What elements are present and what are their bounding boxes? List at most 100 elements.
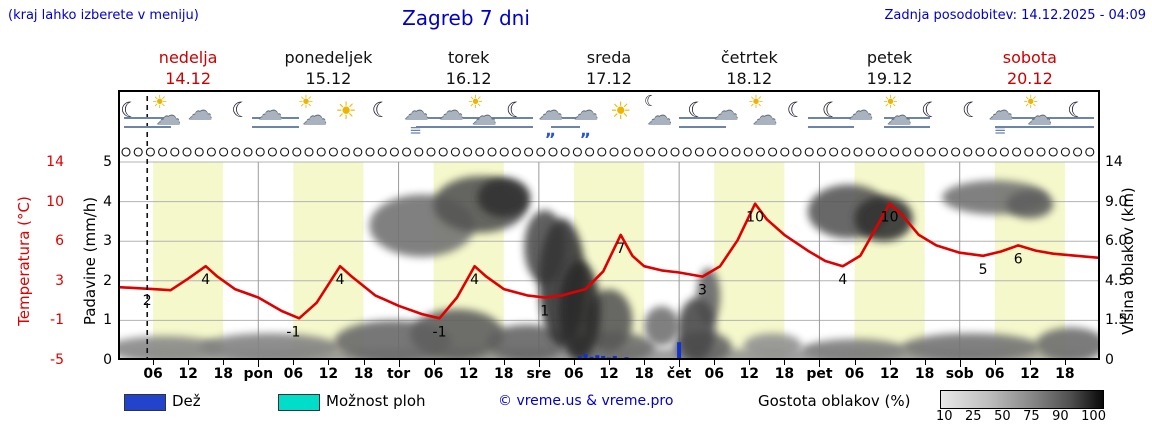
time-axis-tick [819,360,821,367]
svg-text:-1: -1 [433,324,447,340]
fog-band-indicator [807,117,855,128]
time-axis-hour-label: 18 [353,366,374,382]
moon-icon: ☾ [120,98,140,122]
temp-tick-label: -5 [50,352,64,368]
time-axis-hour-label: 12 [739,366,760,382]
time-axis-day-label: čet [666,366,692,382]
sun-cloud-weather-symbol: ☀ ☁ [147,93,183,143]
time-axis-tick [538,360,540,367]
svg-text:1: 1 [540,304,549,320]
time-axis-day-label: tor [386,366,411,382]
sun-icon: ☀ [297,92,314,113]
fog-cloud-icon: ☁ [987,97,1014,127]
density-scale-tick: 90 [1052,409,1069,424]
time-axis-tick [258,360,260,367]
moon-weather-symbol: ☾ [223,93,259,143]
moon-icon: ☾ [921,98,940,122]
day-name: sreda [586,48,632,67]
svg-text:2: 2 [143,293,152,309]
fog-band-indicator [123,117,171,128]
time-axis-tick [924,360,926,365]
rain-legend-label: Dež [172,392,201,410]
moon-weather-symbol: ☾ [778,93,814,143]
time-axis-hour-label: 18 [213,366,233,382]
time-axis-tick [398,360,400,367]
time-axis-hour-label: 06 [564,366,584,382]
moon-weather-symbol: ☾ [497,93,533,143]
sun-icon: ☀ [882,92,899,113]
time-axis-tick [188,360,190,365]
rain-cloud-weather-symbol: ☁ „ [568,93,604,143]
sun-icon: ☀ [151,92,168,113]
cloud-icon: ☁ [470,102,497,132]
sun-icon: ☀ [747,92,765,113]
time-axis-hour-label: 06 [704,366,724,382]
svg-text:4: 4 [336,272,345,288]
fog-band-indicator [883,117,931,128]
precip-tick-label: 5 [103,154,112,170]
time-axis-hour-label: 06 [143,366,163,382]
moon-weather-symbol: ☾ [363,93,399,143]
svg-text:6: 6 [1014,251,1023,267]
last-update-text: Zadnja posodobitev: 14.12.2025 - 04:09 [884,8,1146,23]
time-axis-day-label: sob [945,366,974,382]
time-axis-hour-label: 18 [1055,366,1075,382]
time-axis-hour-label: 12 [599,366,619,382]
fog-lines-icon: ≡ [993,121,1008,139]
cloud-height-tick-label: 0 [1105,352,1114,368]
cloud-icon: ☁ [751,102,778,132]
svg-text:4: 4 [470,272,479,288]
time-axis-tick [1064,360,1066,365]
time-axis-tick [573,360,575,365]
time-axis-hour-label: 06 [985,366,1005,382]
sun-icon: ☀ [335,97,357,125]
cloud-icon: ☁ [301,102,328,132]
day-header-torek: torek 16.12 [399,48,539,88]
precip-tick-label: 1 [103,312,112,329]
copyright-link[interactable]: © vreme.us & vreme.pro [498,393,674,409]
day-date: 19.12 [866,69,913,88]
temperature-axis-title: Temperatura (°C) [15,196,33,326]
svg-text:10: 10 [881,210,899,226]
rain-cloud-icon: ☁ [537,97,564,127]
sun-cloud-weather-symbol: ☀ ☁ [877,93,913,143]
moon-icon: ☾ [644,92,658,110]
time-axis-tick [854,360,856,365]
cloud-weather-symbol: ☁ [708,93,744,143]
precip-tick-label: 0 [103,352,112,368]
time-axis-tick [714,360,716,365]
time-axis-tick [223,360,225,365]
time-axis-hour-label: 18 [914,366,935,382]
time-axis-tick [679,360,681,367]
moon-icon: ☾ [506,98,525,122]
cloud-icon: ☁ [155,102,182,132]
moon-icon: ☾ [961,98,981,122]
temp-tick-label: 14 [46,154,64,170]
rain-drops-icon: „ [544,121,557,141]
cloud-icon: ☁ [1026,102,1053,132]
day-header-petek: petek 19.12 [820,48,960,88]
sun-cloud-weather-symbol: ☀ ☁ [1018,93,1054,143]
moon-weather-symbol: ☾ [912,93,948,143]
density-scale-tick: 100 [1081,409,1106,424]
moon-weather-symbol: ☾ [112,93,148,143]
moon-icon: ☾ [1067,98,1087,122]
moon-icon: ☾ [786,98,806,122]
cloud-height-tick-label: 4.5 [1105,272,1128,289]
density-scale-tick: 10 [936,409,953,424]
cloud-icon: ☁ [438,97,465,127]
day-name: torek [448,48,490,67]
day-header-četrtek: četrtek 18.12 [679,48,819,88]
time-axis-hour-label: 12 [318,366,339,382]
cloud-weather-symbol: ☁ [182,93,218,143]
fog-indicator-row [118,90,1100,150]
svg-text:5: 5 [979,262,988,278]
meteogram-chart: 2 4 -1 4 -1 4 1 7 3 10 4 10 5 6 ☾ ☀ ☁ ☁ ☾ ☁ ☀ ☁ ☀ ☾ ☁ ≡ ☁ ☀ ☁ ☾ ☁ „ ☁ „ ☀… [118,90,1100,361]
cloud-weather-symbol: ☁ [433,93,469,143]
moon-icon: ☾ [371,98,391,122]
time-axis-tick [644,360,646,365]
fog-band-indicator [679,117,726,128]
day-name: nedelja [158,48,218,67]
fog-cloud-icon: ☁ [403,97,430,127]
fog-band-indicator [252,117,300,128]
